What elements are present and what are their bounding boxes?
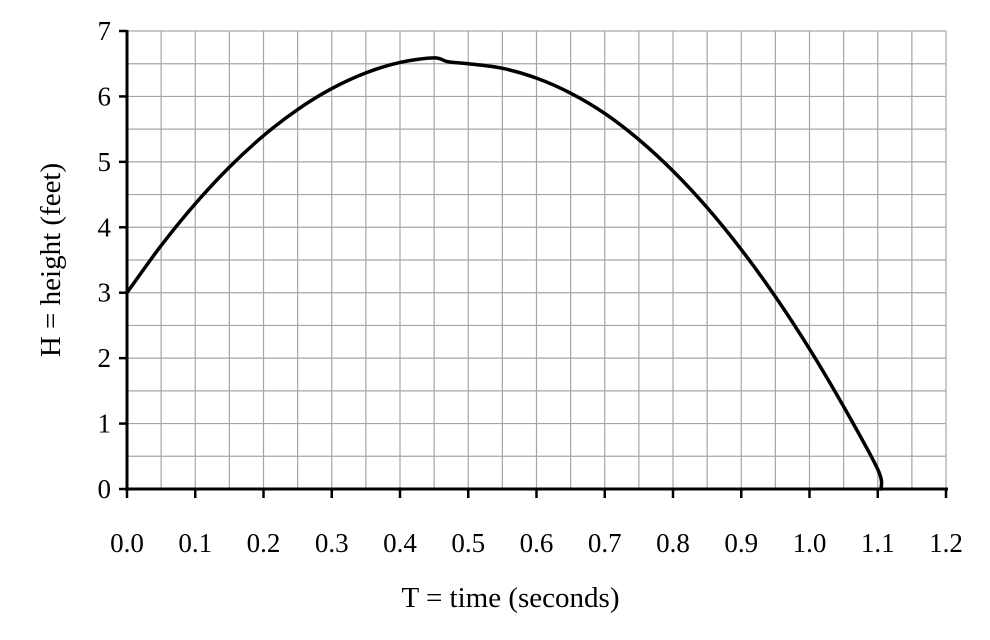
x-axis-title: T = time (seconds)	[402, 582, 620, 614]
x-tick-label: 0.7	[588, 528, 622, 558]
y-tick-label: 6	[98, 81, 112, 111]
x-tick-label: 0.2	[247, 528, 281, 558]
y-tick-label: 3	[98, 278, 112, 308]
y-tick-label: 0	[98, 474, 112, 504]
x-tick-label: 0.9	[724, 528, 758, 558]
x-tick-label: 0.5	[451, 528, 485, 558]
x-tick-label: 0.0	[110, 528, 144, 558]
y-tick-label: 4	[98, 212, 112, 242]
y-tick-label: 2	[98, 343, 112, 373]
x-tick-label: 1.2	[929, 528, 963, 558]
x-tick-label: 0.3	[315, 528, 349, 558]
y-tick-label: 5	[98, 147, 112, 177]
series-layer	[125, 56, 884, 491]
x-tick-label: 1.1	[861, 528, 895, 558]
x-tick-label: 0.6	[520, 528, 554, 558]
y-tick-label: 7	[98, 16, 112, 46]
axes	[119, 29, 948, 498]
y-axis-title: H = height (feet)	[35, 163, 67, 357]
x-tick-label: 0.8	[656, 528, 690, 558]
tick-labels: 0 1 2 3 4 5 6 7 0.0 0.1 0.2 0.3 0.4 0.5 0.6 0.7 0.8 0.9 1.…	[98, 16, 963, 558]
grid	[127, 30, 947, 489]
x-tick-label: 0.1	[178, 528, 212, 558]
series-line	[125, 56, 884, 491]
y-tick-label: 1	[98, 409, 112, 439]
x-tick-label: 0.4	[383, 528, 417, 558]
x-tick-label: 1.0	[793, 528, 827, 558]
